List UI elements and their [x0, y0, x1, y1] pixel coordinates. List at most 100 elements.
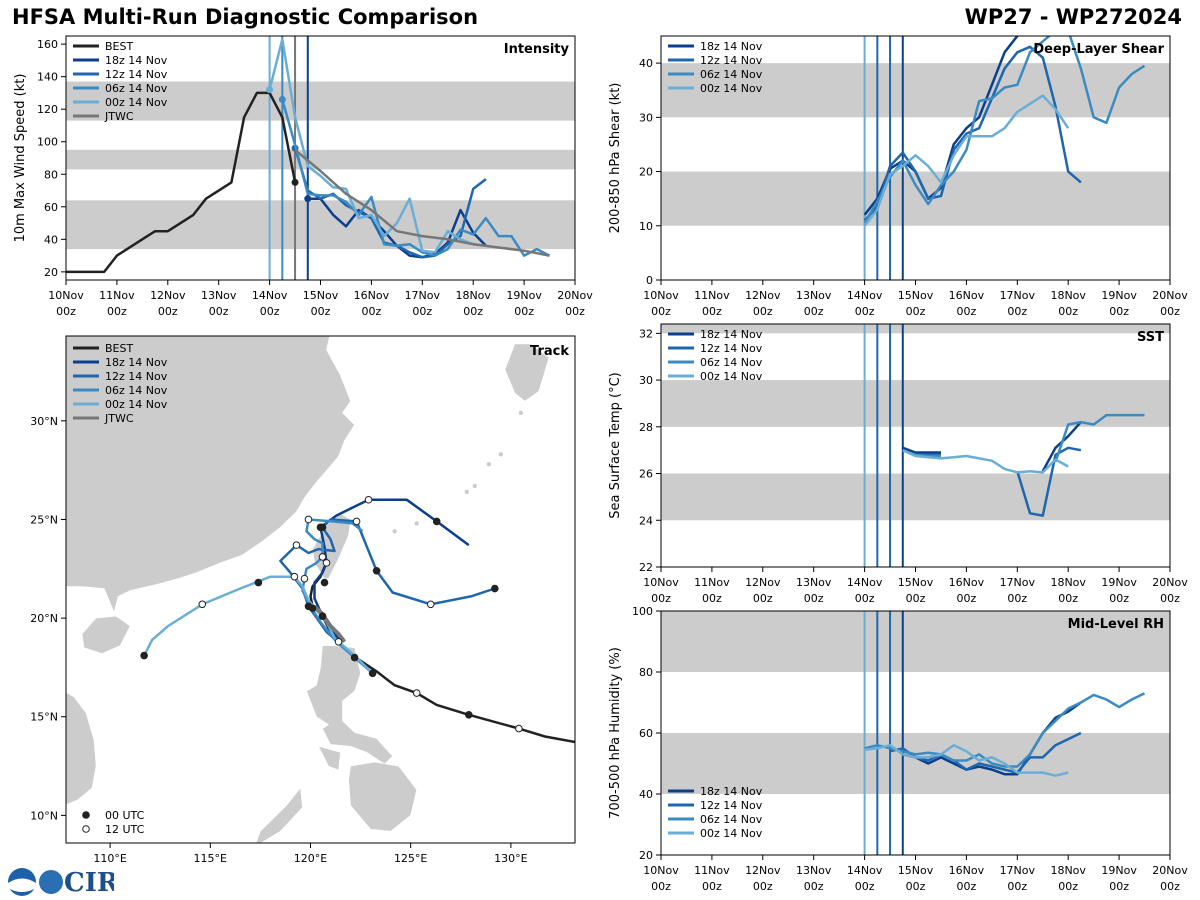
noaa-wave: [8, 878, 36, 892]
track-position-marker: [432, 517, 441, 526]
x-tick-hour: 00z: [651, 305, 671, 318]
legend-label: 00z 14 Nov: [700, 827, 763, 840]
legend-label: 00z 14 Nov: [105, 398, 168, 411]
page-title: HFSA Multi-Run Diagnostic Comparison: [12, 5, 479, 29]
legend-label: 12z 14 Nov: [700, 799, 763, 812]
series-line: [902, 446, 941, 454]
storm-id: WP27 - WP272024: [964, 5, 1182, 29]
x-tick-hour: 00z: [651, 880, 671, 893]
series-line: [1016, 446, 1082, 517]
marker-legend-symbol: [82, 825, 90, 833]
series-line: [889, 731, 1082, 774]
shear-panel: 0 10 20 30 40 10Nov 00z 11Nov 00z 12Nov 00z 13Nov 00…: [608, 35, 1188, 318]
track-position-marker: [290, 572, 299, 581]
x-tick-day: 13Nov: [201, 289, 237, 302]
series-line: [863, 45, 1082, 222]
x-tick-day: 20Nov: [1152, 576, 1188, 589]
x-tick-hour: 00z: [1109, 880, 1129, 893]
x-tick-hour: 00z: [1160, 305, 1180, 318]
legend-label: 06z 14 Nov: [700, 813, 763, 826]
y-tick-label: 20: [639, 849, 653, 862]
x-tick-day: 11Nov: [99, 289, 135, 302]
x-tick-day: 14Nov: [847, 576, 883, 589]
x-tick-day: 16Nov: [949, 289, 985, 302]
lat-tick-label: 20°N: [30, 612, 58, 625]
x-tick-hour: 00z: [702, 880, 722, 893]
track-position-marker: [254, 578, 263, 587]
y-tick-label: 32: [639, 327, 653, 340]
climatology-band: [661, 733, 1170, 794]
x-tick-hour: 00z: [957, 592, 977, 605]
y-tick-label: 24: [639, 514, 653, 527]
marker-legend-symbol: [82, 811, 90, 819]
legend-label: 18z 14 Nov: [105, 356, 168, 369]
x-tick-hour: 00z: [753, 880, 773, 893]
legend-label: JTWC: [104, 110, 134, 123]
y-tick-label: 140: [37, 71, 58, 84]
lon-tick-label: 120°E: [294, 852, 327, 865]
y-tick-label: 26: [639, 468, 653, 481]
track-line: [301, 518, 374, 675]
x-tick-day: 13Nov: [796, 864, 832, 877]
track-panel: 110°E 115°E 120°E 125°E 130°E 10°N 15°N 20°N 25°…: [30, 335, 576, 865]
x-tick-hour: 00z: [855, 880, 875, 893]
x-tick-hour: 00z: [906, 880, 926, 893]
island: [464, 489, 469, 495]
x-tick-day: 15Nov: [898, 864, 934, 877]
track-position-marker: [368, 669, 377, 678]
x-tick-hour: 00z: [463, 305, 483, 318]
series-line: [902, 449, 1069, 474]
x-tick-day: 19Nov: [506, 289, 542, 302]
x-tick-day: 16Nov: [949, 576, 985, 589]
x-tick-day: 15Nov: [898, 576, 934, 589]
x-tick-hour: 00z: [804, 592, 824, 605]
x-tick-hour: 00z: [209, 305, 229, 318]
x-tick-day: 14Nov: [252, 289, 288, 302]
track-position-marker: [320, 578, 329, 587]
lat-tick-label: 10°N: [30, 809, 58, 822]
x-tick-hour: 00z: [957, 305, 977, 318]
track-position-marker: [350, 653, 359, 662]
track-line: [143, 575, 374, 675]
series-marker: [291, 178, 299, 186]
legend-label: 18z 14 Nov: [105, 54, 168, 67]
x-tick-hour: 00z: [1058, 592, 1078, 605]
series-line: [294, 148, 550, 257]
x-tick-day: 13Nov: [796, 289, 832, 302]
track-position-marker: [491, 584, 499, 593]
y-tick-label: 40: [639, 788, 653, 801]
climatology-band: [661, 63, 1170, 118]
x-tick-day: 12Nov: [745, 864, 781, 877]
x-tick-hour: 00z: [1160, 592, 1180, 605]
legend-label: 12z 14 Nov: [105, 68, 168, 81]
lon-tick-label: 125°E: [394, 852, 427, 865]
marker-legend-label: 12 UTC: [105, 823, 145, 836]
legend-label: 12z 14 Nov: [105, 370, 168, 383]
x-tick-hour: 00z: [1109, 305, 1129, 318]
x-tick-day: 12Nov: [150, 289, 186, 302]
panel-title: Track: [530, 344, 569, 359]
series-line: [864, 692, 1146, 768]
legend-label: BEST: [105, 342, 133, 355]
track-position-marker: [515, 724, 523, 733]
lat-tick-label: 15°N: [30, 711, 58, 724]
series-line: [66, 91, 297, 274]
x-tick-day: 19Nov: [1101, 576, 1137, 589]
x-tick-day: 14Nov: [847, 289, 883, 302]
lon-tick-label: 110°E: [93, 852, 126, 865]
x-tick-hour: 00z: [855, 305, 875, 318]
island: [518, 410, 524, 416]
x-tick-day: 10Nov: [643, 576, 679, 589]
y-tick-label: 120: [37, 103, 58, 116]
indochina-land: [66, 587, 97, 806]
series-line: [863, 36, 1146, 224]
x-tick-hour: 00z: [651, 592, 671, 605]
y-tick-label: 60: [639, 727, 653, 740]
palawan-land: [255, 787, 303, 843]
globe-icon: [39, 870, 63, 894]
x-tick-day: 14Nov: [847, 864, 883, 877]
x-tick-hour: 00z: [702, 592, 722, 605]
cira-logo: CIRA: [8, 868, 114, 898]
y-tick-label: 20: [639, 166, 653, 179]
